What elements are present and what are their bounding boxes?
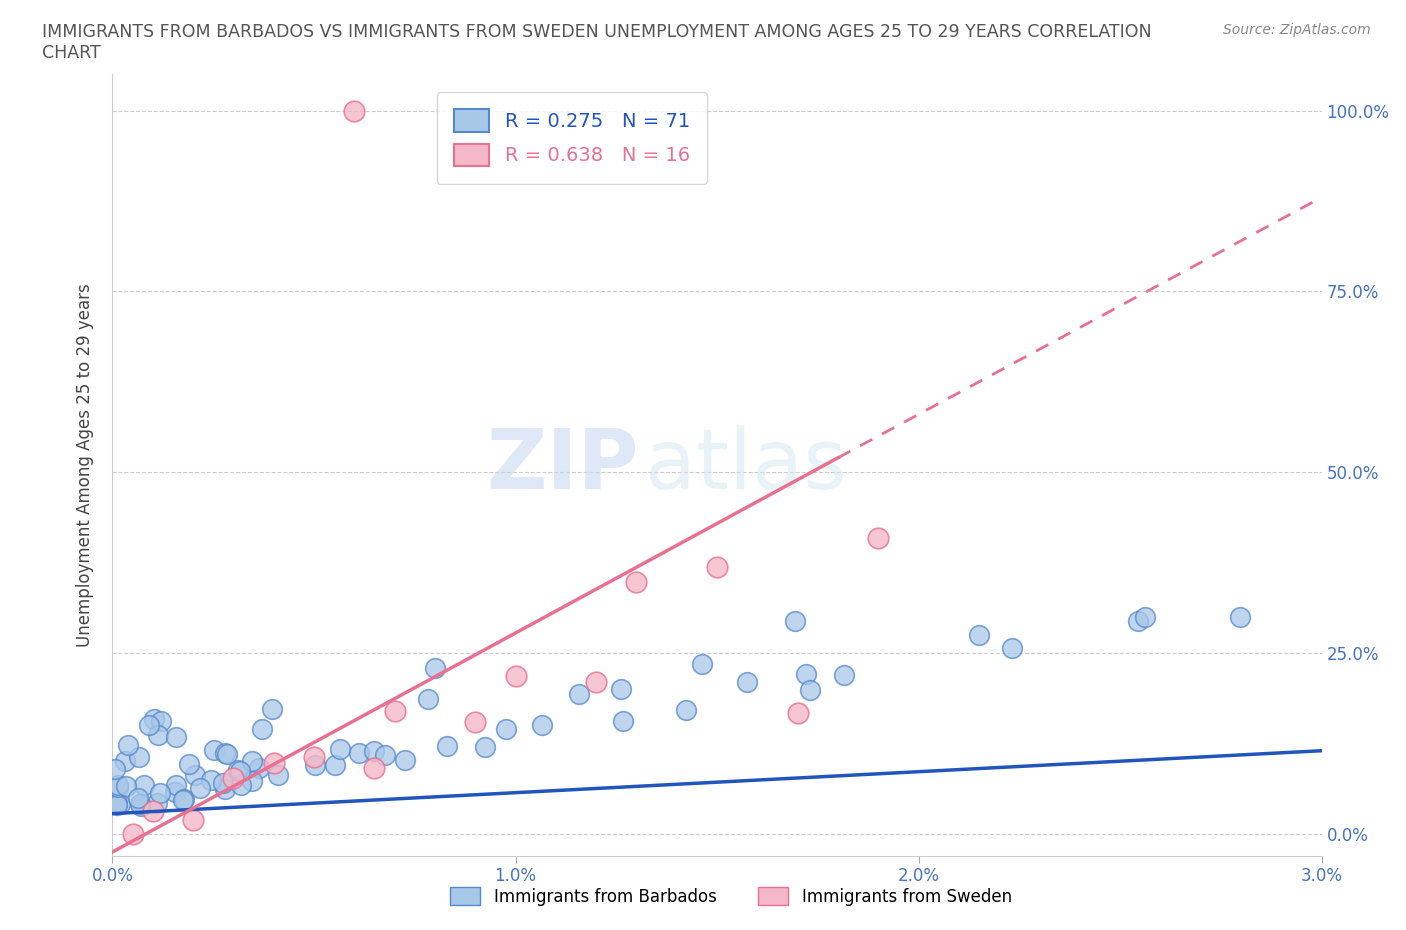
Point [323, 758, 346, 773]
Point [737, 674, 759, 689]
Point [105, 795, 128, 810]
Point [374, 748, 396, 763]
Point [165, 730, 187, 745]
Point [202, 742, 225, 757]
Point [129, 797, 152, 812]
Point [181, 813, 204, 828]
Point [675, 703, 697, 718]
Point [384, 703, 406, 718]
Point [495, 722, 517, 737]
Point [263, 756, 285, 771]
Point [214, 782, 236, 797]
Point [114, 753, 136, 768]
Point [267, 767, 290, 782]
Point [104, 762, 127, 777]
Text: CHART: CHART [42, 44, 101, 61]
Point [612, 713, 634, 728]
Point [436, 739, 458, 754]
Point [138, 718, 160, 733]
Point [343, 103, 366, 118]
Point [214, 746, 236, 761]
Point [967, 627, 990, 642]
Point [215, 747, 238, 762]
Point [1229, 609, 1251, 624]
Point [1133, 609, 1156, 624]
Text: IMMIGRANTS FROM BARBADOS VS IMMIGRANTS FROM SWEDEN UNEMPLOYMENT AMONG AGES 25 TO: IMMIGRANTS FROM BARBADOS VS IMMIGRANTS F… [42, 23, 1152, 41]
Point [505, 669, 527, 684]
Point [107, 777, 129, 792]
Point [129, 798, 152, 813]
Point [107, 779, 129, 794]
Point [834, 668, 856, 683]
Point [184, 768, 207, 783]
Point [142, 804, 165, 818]
Point [423, 660, 446, 675]
Point [250, 722, 273, 737]
Point [229, 764, 252, 778]
Point [706, 560, 728, 575]
Point [240, 774, 263, 789]
Text: atlas: atlas [644, 424, 846, 506]
Point [146, 727, 169, 742]
Point [394, 752, 416, 767]
Point [304, 758, 326, 773]
Point [783, 613, 806, 628]
Point [418, 692, 440, 707]
Point [212, 776, 235, 790]
Point [222, 771, 245, 786]
Point [165, 785, 187, 800]
Point [142, 711, 165, 726]
Point [149, 786, 172, 801]
Point [145, 795, 167, 810]
Point [585, 674, 607, 689]
Point [108, 796, 131, 811]
Point [363, 743, 385, 758]
Point [302, 750, 325, 764]
Point [260, 702, 283, 717]
Point [692, 658, 714, 672]
Point [150, 713, 173, 728]
Point [363, 760, 385, 775]
Point [329, 741, 352, 756]
Point [165, 778, 187, 793]
Point [786, 705, 808, 720]
Point [179, 756, 201, 771]
Point [530, 717, 553, 732]
Point [190, 780, 212, 795]
Point [114, 778, 136, 793]
Point [609, 682, 631, 697]
Point [117, 737, 139, 752]
Point [474, 739, 496, 754]
Point [229, 777, 252, 792]
Text: Source: ZipAtlas.com: Source: ZipAtlas.com [1223, 23, 1371, 37]
Point [173, 792, 195, 807]
Point [127, 790, 149, 805]
Point [121, 827, 143, 842]
Text: ZIP: ZIP [486, 424, 638, 506]
Point [1001, 641, 1024, 656]
Point [568, 687, 591, 702]
Point [347, 746, 370, 761]
Point [799, 683, 821, 698]
Point [105, 798, 128, 813]
Point [242, 753, 264, 768]
Point [134, 777, 156, 792]
Point [626, 575, 648, 590]
Point [1126, 613, 1149, 628]
Legend: R = 0.275   N = 71, R = 0.638   N = 16: R = 0.275 N = 71, R = 0.638 N = 16 [436, 92, 707, 183]
Point [172, 792, 194, 807]
Point [128, 750, 150, 764]
Legend: Immigrants from Barbados, Immigrants from Sweden: Immigrants from Barbados, Immigrants fro… [444, 881, 1018, 912]
Point [226, 762, 249, 777]
Point [200, 773, 222, 788]
Point [464, 714, 486, 729]
Y-axis label: Unemployment Among Ages 25 to 29 years: Unemployment Among Ages 25 to 29 years [76, 283, 94, 647]
Point [247, 761, 270, 776]
Point [796, 667, 818, 682]
Point [868, 531, 890, 546]
